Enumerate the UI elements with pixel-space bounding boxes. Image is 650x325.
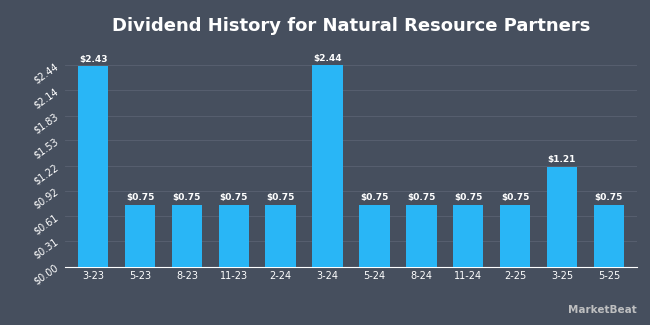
Bar: [218, 205, 249, 266]
Text: $2.44: $2.44: [313, 54, 342, 63]
Bar: [172, 205, 202, 266]
Text: $2.43: $2.43: [79, 55, 107, 64]
Text: $0.75: $0.75: [266, 193, 295, 202]
Text: $0.75: $0.75: [501, 193, 529, 202]
Bar: [78, 66, 109, 266]
Text: $1.21: $1.21: [548, 155, 576, 164]
Bar: [547, 167, 577, 266]
Bar: [265, 205, 296, 266]
Text: MarketBeat: MarketBeat: [568, 305, 637, 315]
Bar: [406, 205, 437, 266]
Bar: [125, 205, 155, 266]
Text: $0.75: $0.75: [126, 193, 154, 202]
Title: Dividend History for Natural Resource Partners: Dividend History for Natural Resource Pa…: [112, 17, 590, 35]
Text: $0.75: $0.75: [454, 193, 482, 202]
Bar: [359, 205, 390, 266]
Text: $0.75: $0.75: [360, 193, 389, 202]
Bar: [593, 205, 624, 266]
Text: $0.75: $0.75: [407, 193, 436, 202]
Text: $0.75: $0.75: [220, 193, 248, 202]
Bar: [312, 65, 343, 266]
Bar: [453, 205, 484, 266]
Text: $0.75: $0.75: [173, 193, 201, 202]
Bar: [500, 205, 530, 266]
Text: $0.75: $0.75: [595, 193, 623, 202]
